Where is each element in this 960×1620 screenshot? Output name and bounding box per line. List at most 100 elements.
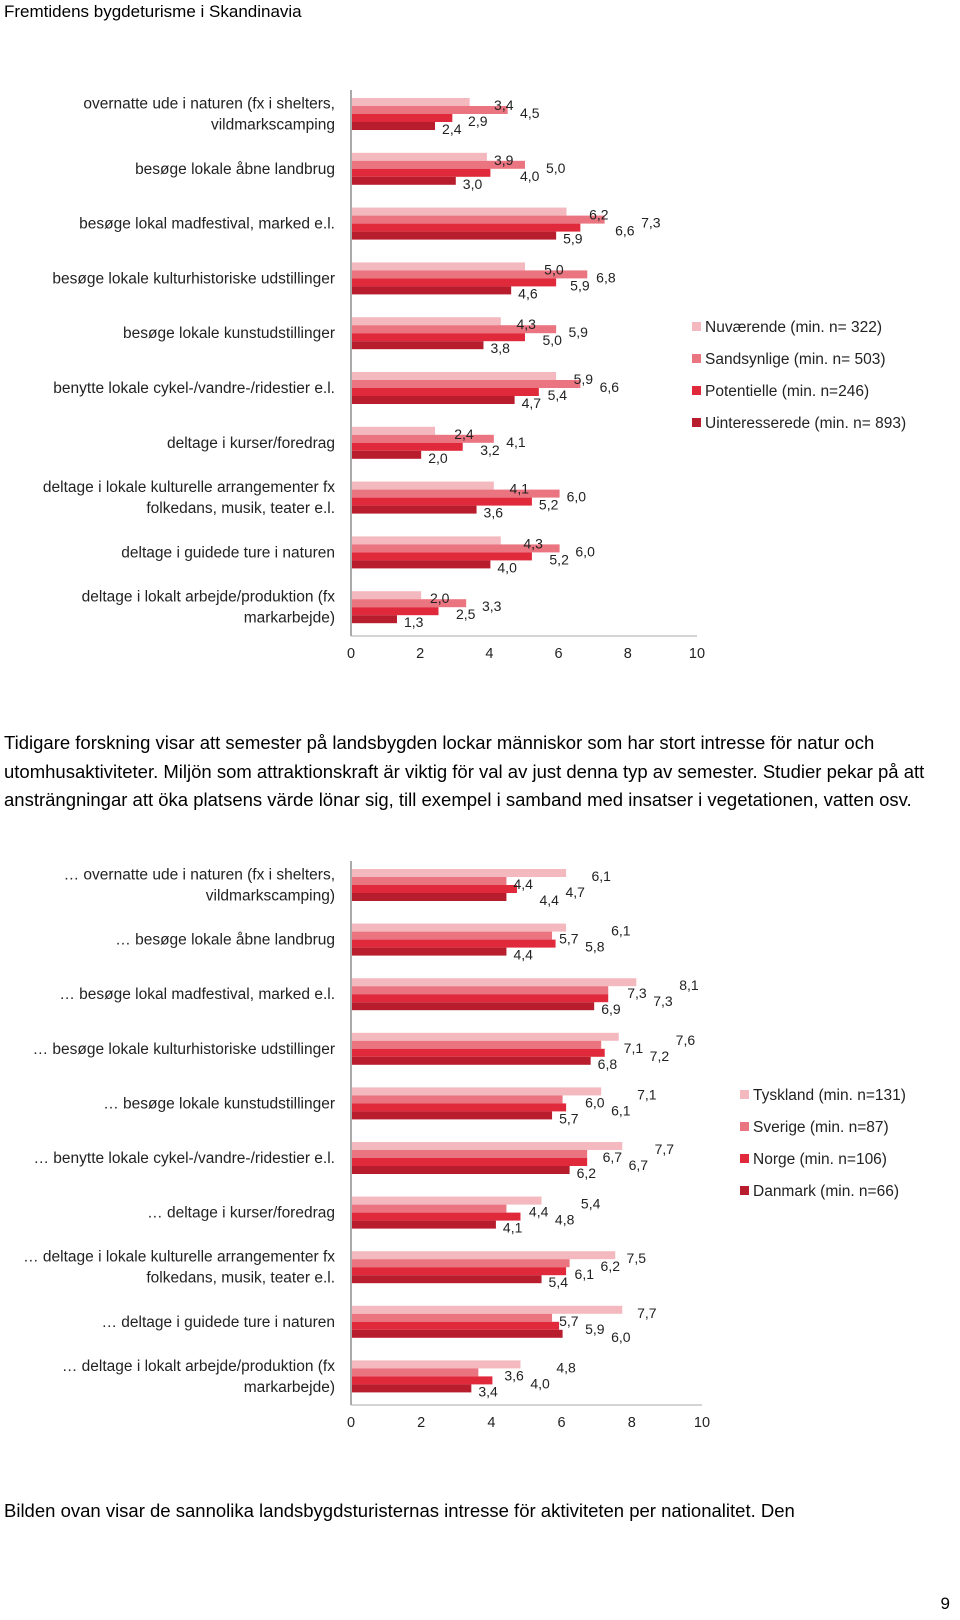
data-label: 1,3 (404, 614, 424, 630)
bar (352, 1259, 570, 1268)
bar (352, 106, 508, 114)
bar (352, 207, 567, 216)
bar (352, 341, 484, 350)
category-label: … deltage i kurser/foredrag (147, 1205, 335, 1222)
data-label: 5,7 (559, 931, 579, 947)
legend-label: Uinteresserede (min. n= 893) (705, 415, 906, 432)
bar (352, 607, 439, 616)
bar (352, 426, 436, 435)
legend-swatch (692, 418, 701, 427)
x-tick-label: 10 (694, 1415, 710, 1431)
x-tick-label: 2 (416, 646, 424, 662)
data-label: 5,0 (542, 332, 562, 348)
data-label: 6,1 (575, 1266, 595, 1282)
data-label: 7,7 (637, 1305, 657, 1321)
bar (352, 877, 507, 885)
data-label: 5,7 (559, 1110, 579, 1126)
data-label: 4,4 (513, 947, 533, 963)
data-label: 6,8 (598, 1056, 618, 1072)
x-tick-label: 0 (347, 1415, 355, 1431)
data-label: 7,3 (653, 993, 673, 1009)
category-label: … besøge lokale kunstudstillinger (103, 1095, 335, 1112)
bar (352, 552, 532, 561)
data-label: 3,6 (484, 505, 504, 521)
data-label: 6,1 (611, 1102, 631, 1118)
bar (352, 1204, 507, 1213)
data-label: 3,4 (494, 97, 514, 113)
data-label: 2,4 (454, 426, 474, 442)
data-label: 4,8 (555, 1212, 575, 1228)
bar (352, 931, 553, 940)
data-label: 5,4 (549, 1274, 569, 1290)
bar (352, 1095, 563, 1104)
bar (352, 544, 560, 553)
data-label: 6,6 (600, 379, 620, 395)
body-paragraph-2: Bilden ovan visar de sannolika landsbygd… (4, 1500, 795, 1521)
data-label: 4,8 (556, 1359, 576, 1375)
bar (352, 278, 557, 287)
data-label: 3,8 (490, 340, 510, 356)
x-tick-label: 6 (555, 646, 563, 662)
bar (352, 380, 581, 388)
category-label: markarbejde) (244, 610, 335, 627)
data-label: 8,1 (679, 977, 699, 993)
bar (352, 270, 588, 279)
legend-label: Potentielle (min. n=246) (705, 383, 869, 400)
bar (352, 615, 397, 624)
legend-label: Tyskland (min. n=131) (753, 1087, 906, 1104)
bar (352, 1056, 591, 1065)
bar (352, 1002, 595, 1011)
category-label: besøge lokale åbne landbrug (135, 161, 335, 178)
data-label: 5,9 (570, 277, 590, 293)
data-label: 7,2 (650, 1048, 670, 1064)
data-label: 5,2 (549, 551, 569, 567)
bar (352, 893, 507, 901)
bar (352, 333, 525, 342)
legend-label: Sverige (min. n=87) (753, 1119, 889, 1136)
activity-interest-by-nationality-chart: … overnatte ude i naturen (fx i shelters… (23, 861, 906, 1431)
data-label: 4,1 (506, 434, 526, 450)
data-label: 2,0 (428, 450, 448, 466)
bar (352, 396, 515, 404)
data-label: 7,1 (624, 1040, 644, 1056)
bar (352, 986, 609, 995)
bar (352, 1142, 623, 1150)
x-tick-label: 2 (417, 1415, 425, 1431)
data-label: 4,4 (529, 1204, 549, 1220)
data-label: 4,3 (516, 316, 536, 332)
bar (352, 1111, 553, 1120)
legend-label: Nuværende (min. n= 322) (705, 319, 882, 336)
data-label: 2,5 (456, 606, 476, 622)
bar (352, 885, 517, 893)
data-label: 6,1 (591, 868, 611, 884)
bar (352, 152, 487, 161)
data-label: 4,0 (520, 168, 540, 184)
category-label: besøge lokale kunstudstillinger (123, 325, 335, 342)
data-label: 4,7 (565, 884, 585, 900)
data-label: 5,9 (568, 324, 588, 340)
bar (352, 388, 539, 396)
legend-swatch (692, 322, 701, 331)
data-label: 2,9 (468, 113, 488, 129)
category-label: deltage i lokale kulturelle arrangemente… (43, 479, 335, 496)
bar (352, 122, 436, 130)
bar (352, 1158, 588, 1166)
bar (352, 325, 557, 334)
bar (352, 1087, 602, 1096)
data-label: 5,0 (546, 160, 566, 176)
x-tick-label: 8 (628, 1415, 636, 1431)
bar (352, 231, 557, 240)
legend-swatch (740, 1186, 749, 1195)
category-label: folkedans, musik, teater e.l. (146, 500, 335, 517)
bar (352, 450, 422, 459)
data-label: 3,6 (504, 1367, 524, 1383)
bar (352, 160, 525, 169)
category-label: … besøge lokale åbne landbrug (115, 932, 335, 949)
category-label: … benytte lokale cykel-/vandre-/ridestie… (33, 1150, 335, 1167)
category-label: deltage i guidede ture i naturen (121, 544, 335, 561)
data-label: 2,0 (430, 590, 450, 606)
category-label: … overnatte ude i naturen (fx i shelters… (64, 867, 335, 884)
bar (352, 923, 567, 932)
data-label: 5,0 (544, 261, 564, 277)
legend-label: Norge (min. n=106) (753, 1151, 887, 1168)
